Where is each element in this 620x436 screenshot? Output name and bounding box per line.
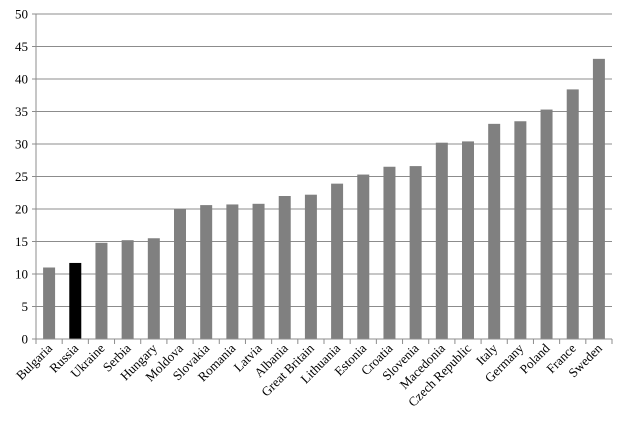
y-tick-label: 5	[22, 299, 29, 314]
bar-latvia	[252, 203, 265, 339]
bar-slovakia	[200, 205, 213, 339]
bar-croatia	[383, 166, 396, 339]
bars	[43, 58, 605, 340]
bar-macedonia	[435, 142, 448, 339]
x-axis	[35, 338, 613, 344]
bar-moldova	[174, 209, 186, 339]
bar-germany	[514, 121, 527, 339]
bar-italy	[488, 123, 501, 339]
bar-czech-republic	[462, 141, 474, 339]
y-tick-label: 30	[15, 137, 28, 152]
y-tick-label: 25	[15, 169, 28, 184]
bar-ukraine	[95, 242, 108, 339]
bar-poland	[540, 109, 553, 339]
y-tick-label: 45	[15, 39, 28, 54]
bar-romania	[226, 204, 239, 339]
y-tick-label: 40	[15, 72, 28, 87]
bar-albania	[278, 196, 291, 339]
bar-serbia	[121, 240, 134, 339]
y-tick-label: 15	[15, 234, 28, 249]
bar-lithuania	[331, 183, 344, 339]
y-tick-label: 0	[22, 332, 29, 347]
bar-bulgaria	[43, 267, 56, 339]
bar-russia	[69, 262, 82, 339]
bar-france	[566, 89, 579, 340]
bar-sweden	[592, 58, 605, 339]
y-tick-label: 10	[15, 267, 28, 282]
bar-slovenia	[409, 166, 422, 339]
x-axis-labels: BulgariaRussiaUkraineSerbiaHungaryMoldov…	[13, 340, 605, 409]
bar-estonia	[357, 174, 370, 339]
y-axis-ticks: 0 5 10 15 20 25 30 35 40 45 50	[15, 7, 37, 347]
y-tick-label: 20	[15, 202, 28, 217]
y-tick-label: 50	[15, 7, 28, 22]
y-tick-label: 35	[15, 104, 28, 119]
bar-hungary	[147, 238, 160, 339]
bar-great-britain	[304, 194, 317, 339]
